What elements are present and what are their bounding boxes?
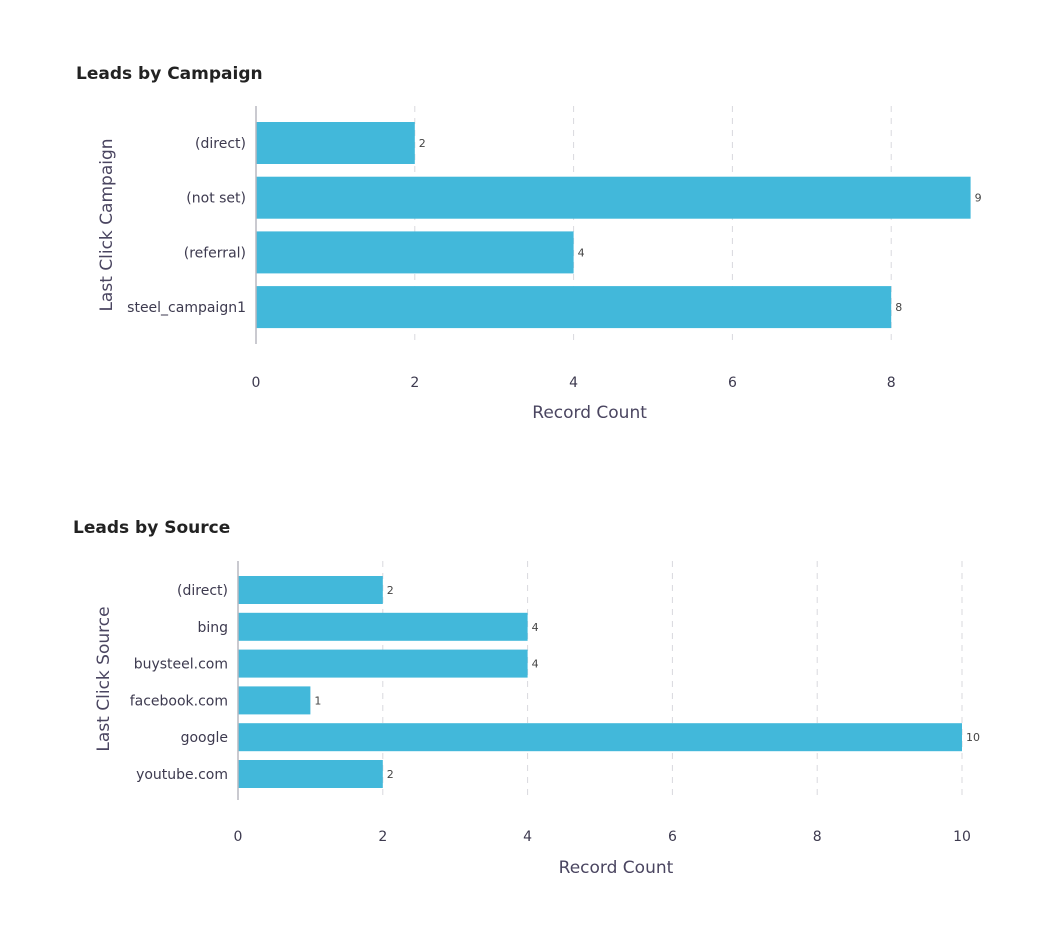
bar <box>256 231 574 274</box>
category-label: google <box>181 730 228 746</box>
category-label: (not set) <box>186 191 246 207</box>
data-label: 10 <box>966 731 980 744</box>
chart-title-campaign: Leads by Campaign <box>76 64 263 84</box>
bar <box>256 176 971 219</box>
chart-title-source: Leads by Source <box>73 518 231 538</box>
x-tick-label: 10 <box>953 829 971 845</box>
bar <box>238 686 311 715</box>
data-label: 4 <box>532 621 539 634</box>
x-tick-label: 2 <box>410 375 419 391</box>
category-label: steel_campaign1 <box>127 300 246 316</box>
x-tick-label: 8 <box>887 375 896 391</box>
data-label: 4 <box>532 658 539 671</box>
source-bar-chart: 2 (direct) 4 bing 4 buysteel.com 1 facebook.com… <box>94 561 980 878</box>
data-label: 1 <box>314 694 321 707</box>
x-tick-label: 2 <box>378 829 387 845</box>
category-label: (direct) <box>177 583 228 599</box>
x-tick-label: 0 <box>234 829 243 845</box>
bar <box>238 760 383 788</box>
x-axis-title: Record Count <box>532 403 647 423</box>
data-label: 2 <box>387 768 394 781</box>
data-label: 8 <box>895 301 902 314</box>
campaign-bar-chart: 2 (direct) 9 (not set) 4 (referral) 8 steel_cam… <box>97 106 982 423</box>
data-label: 2 <box>419 137 426 150</box>
category-label: (direct) <box>195 136 246 152</box>
category-label: youtube.com <box>136 767 228 783</box>
category-label: bing <box>197 620 228 636</box>
x-tick-label: 0 <box>252 375 261 391</box>
x-axis-title: Record Count <box>559 858 674 878</box>
category-label: facebook.com <box>130 693 228 709</box>
category-label: (referral) <box>184 245 246 261</box>
bar <box>238 576 383 604</box>
x-tick-label: 4 <box>523 829 532 845</box>
category-label: buysteel.com <box>134 657 228 673</box>
bar <box>256 286 892 329</box>
bar <box>256 122 415 164</box>
bar <box>238 612 528 641</box>
data-label: 4 <box>578 246 585 259</box>
y-axis-title: Last Click Campaign <box>97 138 117 311</box>
data-label: 2 <box>387 584 394 597</box>
x-tick-label: 6 <box>668 829 677 845</box>
bar <box>238 649 528 678</box>
x-tick-label: 6 <box>728 375 737 391</box>
data-label: 9 <box>975 192 982 205</box>
x-tick-label: 8 <box>813 829 822 845</box>
bar <box>238 723 962 752</box>
x-tick-label: 4 <box>569 375 578 391</box>
y-axis-title: Last Click Source <box>94 606 114 751</box>
